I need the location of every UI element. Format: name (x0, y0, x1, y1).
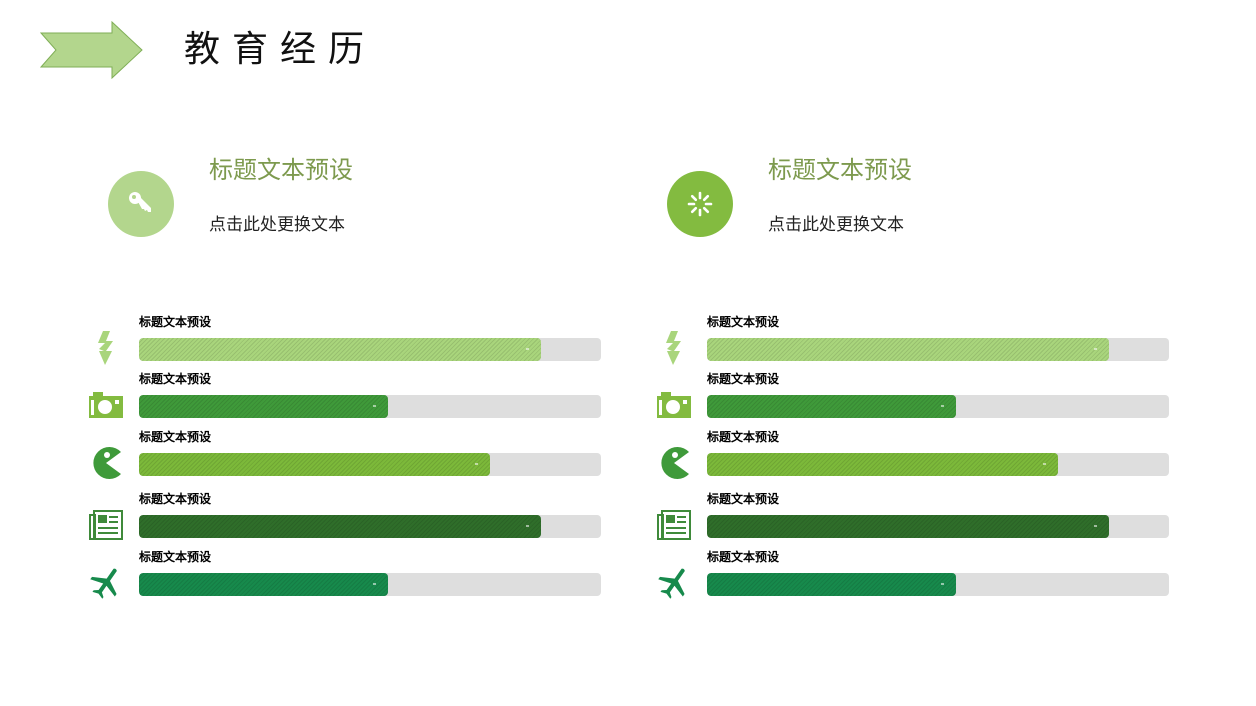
feature-block-2: 标题文本预设 点击此处更换文本 (667, 150, 1087, 250)
skill-row: 标题文本预设 (654, 371, 1174, 421)
feature-description[interactable]: 点击此处更换文本 (209, 215, 345, 235)
skill-label: 标题文本预设 (139, 550, 212, 564)
progress-track (707, 338, 1169, 361)
progress-fill (707, 395, 957, 418)
progress-track (139, 338, 601, 361)
camera-icon (86, 385, 126, 425)
skill-label: 标题文本预设 (707, 430, 780, 444)
skill-label: 标题文本预设 (139, 492, 212, 506)
skill-row: 标题文本预设 (86, 491, 606, 541)
camera-icon (654, 385, 694, 425)
progress-track (707, 573, 1169, 596)
skill-label: 标题文本预设 (139, 430, 212, 444)
feature-icon-circle (667, 171, 733, 237)
skill-label: 标题文本预设 (139, 372, 212, 386)
arrow-right-icon (39, 20, 144, 80)
progress-marker (373, 405, 377, 407)
airplane-icon (86, 563, 126, 603)
progress-marker (1093, 348, 1097, 350)
progress-fill (707, 338, 1109, 361)
skill-row: 标题文本预设 (86, 371, 606, 421)
progress-track (139, 453, 601, 476)
newspaper-icon (654, 505, 694, 545)
progress-track (139, 395, 601, 418)
skill-row: 标题文本预设 (86, 314, 606, 365)
progress-track (707, 453, 1169, 476)
progress-marker (941, 583, 945, 585)
progress-track (707, 395, 1169, 418)
progress-track (139, 515, 601, 538)
feature-icon-circle (108, 171, 174, 237)
lightning-icon (654, 328, 694, 368)
progress-track (139, 573, 601, 596)
skill-row: 标题文本预设 (654, 491, 1174, 541)
skill-row: 标题文本预设 (86, 549, 606, 599)
progress-fill (139, 338, 541, 361)
page-title: 教育经历 (184, 29, 377, 70)
progress-marker (1043, 463, 1047, 465)
feature-title: 标题文本预设 (768, 156, 912, 184)
progress-fill (707, 453, 1059, 476)
pacman-icon (654, 443, 694, 483)
progress-fill (139, 515, 541, 538)
loading-spinner-icon (687, 191, 713, 217)
progress-marker (373, 583, 377, 585)
skill-row: 标题文本预设 (654, 549, 1174, 599)
progress-fill (707, 573, 957, 596)
progress-fill (139, 395, 389, 418)
progress-marker (941, 405, 945, 407)
lightning-icon (86, 328, 126, 368)
progress-fill (707, 515, 1109, 538)
skill-label: 标题文本预设 (139, 315, 212, 329)
skill-row: 标题文本预设 (654, 429, 1174, 479)
newspaper-icon (86, 505, 126, 545)
progress-marker (475, 463, 479, 465)
skill-row: 标题文本预设 (86, 429, 606, 479)
airplane-icon (654, 563, 694, 603)
progress-track (707, 515, 1169, 538)
skill-label: 标题文本预设 (707, 372, 780, 386)
feature-block-1: 标题文本预设 点击此处更换文本 (108, 150, 528, 250)
progress-marker (525, 525, 529, 527)
skill-label: 标题文本预设 (707, 315, 780, 329)
progress-fill (139, 573, 389, 596)
progress-marker (1093, 525, 1097, 527)
key-icon (129, 192, 151, 212)
skill-label: 标题文本预设 (707, 550, 780, 564)
skill-label: 标题文本预设 (707, 492, 780, 506)
pacman-icon (86, 443, 126, 483)
progress-marker (525, 348, 529, 350)
progress-fill (139, 453, 491, 476)
feature-description[interactable]: 点击此处更换文本 (768, 215, 904, 235)
feature-title: 标题文本预设 (209, 156, 353, 184)
skill-row: 标题文本预设 (654, 314, 1174, 365)
